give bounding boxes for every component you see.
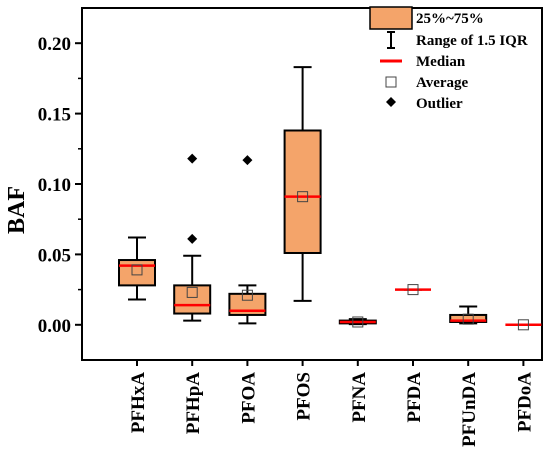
legend: 25%~75% Range of 1.5 IQR Median Average …: [369, 6, 528, 112]
x-tick-label: PFOA: [238, 372, 259, 424]
average-marker: [297, 191, 309, 203]
average-marker: [462, 313, 474, 325]
legend-box-swatch: [369, 6, 413, 30]
legend-range-icon: [387, 31, 395, 49]
box-pfunda: [449, 305, 488, 325]
legend-box-label: 25%~75%: [416, 11, 484, 27]
box-pfda: [395, 284, 431, 296]
legend-median-label: Median: [416, 54, 466, 70]
y-tick-label: 0.10: [38, 175, 71, 196]
box-pfdoa: [505, 319, 542, 331]
x-axis: PFHxA PFHpA PFOA PFOS PFNA PFDA PFUnDA PFDoA: [128, 360, 535, 447]
y-tick-label: 0.15: [38, 105, 71, 126]
y-axis-label: BAF: [4, 186, 30, 234]
iqr-box: [449, 313, 488, 323]
box-pfhxa: [118, 236, 156, 301]
boxes-group: [118, 66, 542, 331]
box-pfos: [283, 66, 322, 302]
average-marker: [517, 319, 529, 331]
average-marker: [352, 316, 364, 328]
x-tick-label: PFNA: [349, 372, 370, 423]
y-tick-label: 0.05: [38, 245, 71, 266]
average-marker: [241, 289, 253, 301]
legend-range-label: Range of 1.5 IQR: [416, 33, 528, 49]
x-tick-label: PFOS: [294, 372, 315, 421]
average-marker: [131, 264, 143, 276]
x-tick-label: PFDoA: [514, 372, 535, 432]
outlier-marker: [187, 233, 198, 244]
box-pfoa: [228, 155, 267, 325]
y-axis: 0.00 0.05 0.10 0.15 0.20: [38, 34, 82, 337]
outlier-marker: [242, 155, 253, 166]
average-marker: [186, 286, 198, 298]
iqr-box: [173, 284, 212, 315]
outlier-marker: [187, 153, 198, 164]
x-tick-label: PFHpA: [183, 372, 204, 435]
legend-outlier-label: Outlier: [416, 96, 463, 112]
x-tick-label: PFDA: [404, 372, 425, 423]
average-marker: [407, 284, 419, 296]
x-tick-label: PFUnDA: [459, 372, 480, 447]
legend-average-label: Average: [416, 75, 469, 91]
y-tick-label: 0.20: [38, 34, 71, 55]
legend-outlier-marker: [386, 97, 396, 107]
legend-average-marker: [385, 76, 397, 88]
box-pfhpa: [173, 153, 212, 322]
x-tick-label: PFHxA: [128, 372, 149, 433]
box-pfna: [338, 316, 377, 328]
iqr-box: [118, 259, 156, 287]
y-tick-label: 0.00: [38, 316, 71, 337]
